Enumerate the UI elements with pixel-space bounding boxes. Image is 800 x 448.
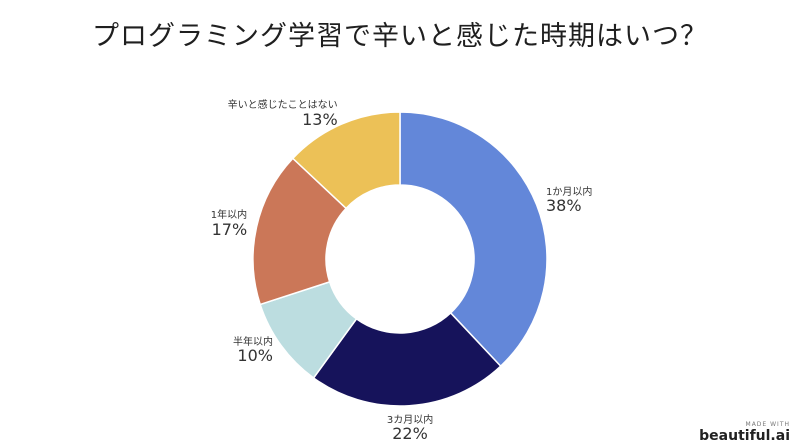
- slice-percent: 38%: [545, 196, 582, 216]
- made-with-text: MADE WITH: [745, 421, 790, 428]
- slice-name: 半年以内: [232, 336, 273, 348]
- slice-label-4: 1年以内 17%: [211, 211, 247, 238]
- slice-name: 3カ月以内: [386, 414, 434, 426]
- brand-watermark: MADE WITH beautiful.ai: [699, 421, 790, 444]
- slice-label-5: 辛いと感じたことはない 13%: [228, 101, 338, 128]
- donut-slice-1: [399, 111, 548, 368]
- slice-label-3: 半年以内 10%: [232, 336, 273, 366]
- slice-name: 1年以内: [210, 210, 248, 222]
- slice-percent: 22%: [392, 424, 428, 444]
- slice-name: 辛いと感じたことはない: [227, 100, 338, 112]
- slice-percent: 13%: [302, 109, 338, 129]
- slice-percent: 17%: [211, 219, 248, 239]
- chart-title: プログラミング学習で辛いと感じた時期はいつ？: [92, 21, 708, 52]
- slice-name: 1か月以内: [545, 186, 593, 198]
- slice-label-1: 1か月以内 38%: [545, 186, 593, 216]
- donut-slice-5: [291, 111, 401, 210]
- donut-slice-2: [312, 311, 502, 407]
- slice-percent: 10%: [237, 346, 273, 366]
- slice-label-2: 3カ月以内 22%: [386, 414, 434, 444]
- brand-logo: beautiful.ai: [699, 428, 790, 444]
